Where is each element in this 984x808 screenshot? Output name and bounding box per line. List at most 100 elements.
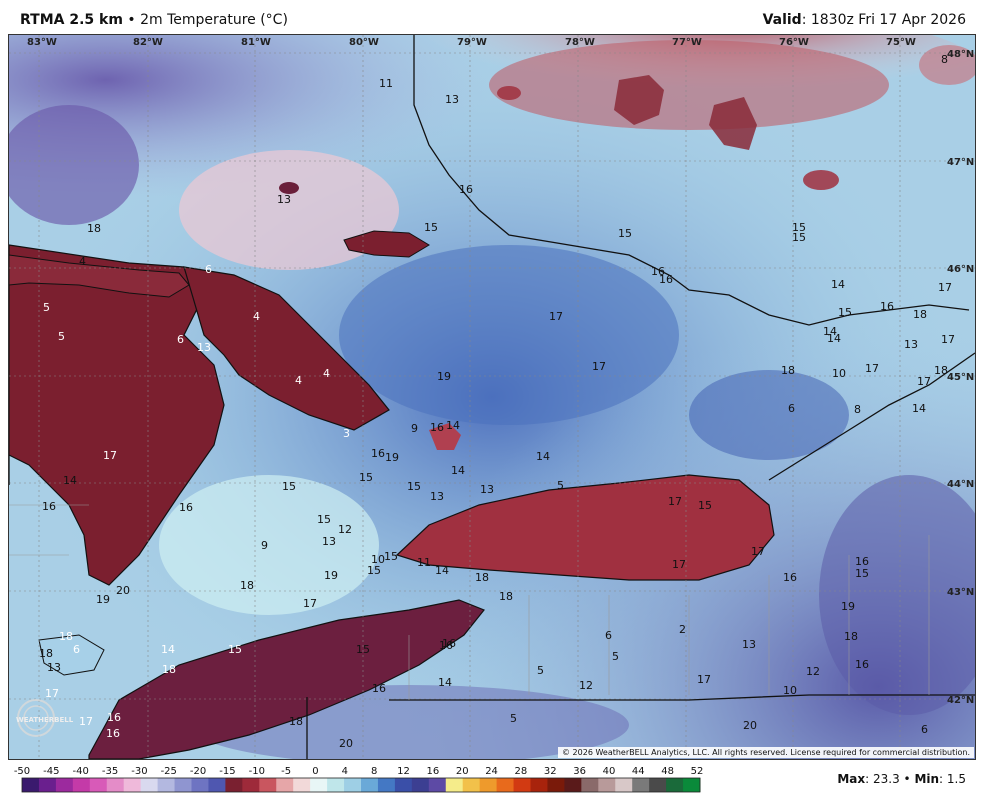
station-value: 14 <box>451 464 465 477</box>
station-value: 15 <box>618 227 632 240</box>
station-value: 15 <box>282 480 296 493</box>
colorbar-swatch <box>428 778 447 792</box>
lat-label: 45°N <box>947 372 974 383</box>
warm-pocket-northeast <box>919 45 975 85</box>
lon-label: 76°W <box>779 37 809 48</box>
longitude-labels: 83°W 82°W 81°W 80°W 79°W 78°W 77°W 76°W … <box>27 37 916 48</box>
station-value: 15 <box>356 643 370 656</box>
lon-label: 83°W <box>27 37 57 48</box>
colorbar-swatch <box>615 778 633 792</box>
stats-separator: • <box>903 772 911 786</box>
station-value: 16 <box>855 555 869 568</box>
colorbar-swatch <box>140 778 159 792</box>
colorbar-swatch <box>598 778 616 792</box>
colorbar-swatch <box>191 778 209 792</box>
station-value: 10 <box>832 367 846 380</box>
station-value: 5 <box>510 712 517 725</box>
station-value: 17 <box>865 362 879 375</box>
station-value: 4 <box>253 310 260 323</box>
valid-value: : 1830z Fri 17 Apr 2026 <box>801 12 966 28</box>
station-value: 9 <box>261 539 268 552</box>
graticule <box>9 35 975 759</box>
logo-text: WEATHERBELL <box>16 716 74 724</box>
station-value: 16 <box>42 500 56 513</box>
colorbar-swatch <box>683 778 701 792</box>
lon-label: 75°W <box>886 37 916 48</box>
colorbar-swatch <box>89 778 108 792</box>
warm-pocket-north-4 <box>497 86 521 100</box>
lon-label: 77°W <box>672 37 702 48</box>
station-value: 13 <box>197 341 211 354</box>
colorbar-swatch <box>123 778 142 792</box>
model-name: RTMA 2.5 km <box>20 12 123 28</box>
station-value: 4 <box>79 255 86 268</box>
colorbar-swatch <box>513 778 531 792</box>
field-cool-center <box>339 245 679 425</box>
colorbar-swatch <box>411 778 430 792</box>
station-value: 19 <box>96 593 110 606</box>
colorbar-tick-label: -40 <box>72 766 89 777</box>
station-value: 18 <box>289 715 303 728</box>
warm-pocket-north-1 <box>614 75 664 125</box>
temperature-map[interactable]: 83°W 82°W 81°W 80°W 79°W 78°W 77°W 76°W … <box>8 34 976 760</box>
min-value: : 1.5 <box>939 772 966 786</box>
station-value: 17 <box>917 375 931 388</box>
max-value: : 23.3 <box>865 772 900 786</box>
station-value: 18 <box>499 590 513 603</box>
station-value: 11 <box>379 77 393 90</box>
colorbar-tick-label: -20 <box>189 766 207 777</box>
colorbar-swatch <box>394 778 413 792</box>
lat-label: 46°N <box>947 264 974 275</box>
station-value: 6 <box>921 723 928 736</box>
station-value: 5 <box>58 330 65 343</box>
station-value: 14 <box>912 402 926 415</box>
station-value: 17 <box>668 495 682 508</box>
colorbar-tick-label: 20 <box>455 766 469 777</box>
station-value: 17 <box>938 281 952 294</box>
colorbar-swatch <box>632 778 650 792</box>
colorbar-swatch <box>479 778 498 792</box>
lon-label: 82°W <box>133 37 163 48</box>
station-value: 5 <box>557 479 564 492</box>
colorbar-swatch <box>225 778 243 792</box>
valid-time: Valid: 1830z Fri 17 Apr 2026 <box>763 12 966 28</box>
colorbar-swatch <box>259 778 277 792</box>
station-value: 15 <box>698 499 712 512</box>
station-value: 6 <box>73 643 80 656</box>
colorbar-swatch <box>208 778 226 792</box>
colorbar-tick-label: 4 <box>341 766 348 777</box>
county-lines <box>9 504 930 700</box>
station-value: 18 <box>913 308 927 321</box>
station-value: 17 <box>103 449 117 462</box>
colorbar-swatch <box>377 778 396 792</box>
colorbar-swatch <box>327 778 345 792</box>
station-value: 6 <box>788 402 795 415</box>
station-value: 15 <box>792 221 806 234</box>
station-value: 14 <box>823 325 837 338</box>
station-value: 18 <box>162 663 176 676</box>
station-value: 2 <box>679 623 686 636</box>
station-value: 16 <box>106 727 120 740</box>
station-value: 5 <box>537 664 544 677</box>
station-value: 20 <box>116 584 130 597</box>
colorbar-swatch <box>344 778 362 792</box>
borders <box>9 35 975 759</box>
station-value: 20 <box>339 737 353 750</box>
station-value: 5 <box>43 301 50 314</box>
colorbar-swatch <box>496 778 515 792</box>
colorbar-tick-label: -35 <box>101 766 119 777</box>
colorbar-swatch <box>547 778 565 792</box>
station-value: 17 <box>45 687 59 700</box>
station-value: 11 <box>417 556 431 569</box>
station-value: 14 <box>446 419 460 432</box>
colorbar-tick-label: 0 <box>312 766 319 777</box>
station-value: 14 <box>827 332 841 345</box>
station-value: 16 <box>855 658 869 671</box>
station-value: 18 <box>59 630 73 643</box>
colorbar-tick-label: 12 <box>397 766 410 777</box>
colorbar-swatch <box>174 778 192 792</box>
station-value: 12 <box>806 665 820 678</box>
station-value: 18 <box>844 630 858 643</box>
lat-label: 44°N <box>947 479 974 490</box>
